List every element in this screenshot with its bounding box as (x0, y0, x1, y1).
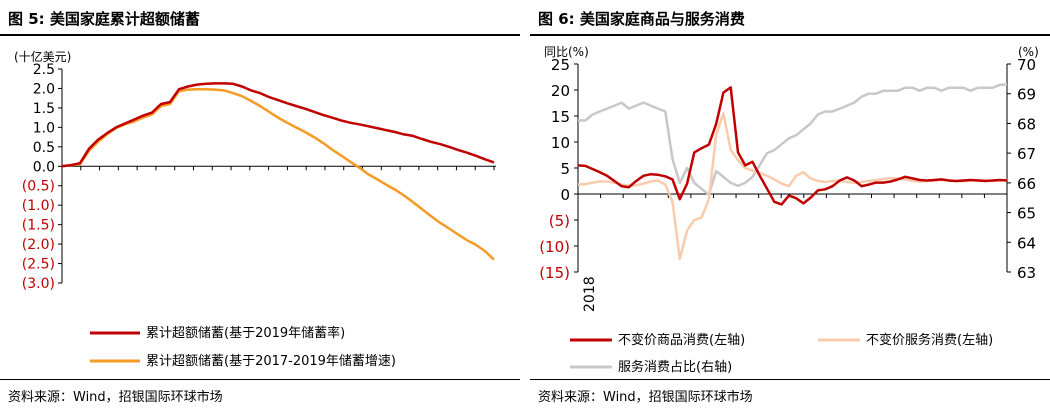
series-line (61, 82, 495, 168)
y-axis-label-left: 同比(%) (544, 45, 589, 59)
y-tick-label: 1.0 (33, 120, 55, 136)
y-tick-label-left: 0 (560, 186, 570, 204)
y-tick-label: 2.5 (33, 62, 55, 78)
y-tick-label: (2.0) (22, 237, 55, 253)
y-tick-label-right: 70 (1017, 56, 1036, 74)
y-tick-label-left: (5) (549, 212, 570, 230)
source-rule (0, 379, 520, 380)
legend-label: 服务消费占比(右轴) (618, 359, 732, 375)
y-tick-label-left: 20 (551, 82, 570, 100)
source-note: 资料来源：Wind，招银国际环球市场 (538, 390, 753, 405)
y-tick-label: 0.5 (33, 140, 55, 156)
y-axis-label: (十亿美元) (14, 49, 71, 64)
y-tick-label: 1.5 (33, 101, 55, 117)
y-tick-label-right: 66 (1017, 175, 1036, 193)
y-tick-label: 2.0 (33, 81, 55, 97)
y-tick-label: (3.0) (22, 276, 55, 292)
consumption-chart: 同比(%) (%) 25 20 15 10 5 0 (5) (10) (15) 70 69 68 67 66 6… (539, 45, 1039, 375)
y-tick-label: (1.0) (22, 198, 55, 214)
legend-label: 不变价商品消费(左轴) (618, 332, 745, 348)
y-tick-label-left: 25 (551, 56, 570, 74)
x-tick-label: 2018 (582, 276, 598, 312)
y-axis-label-right: (%) (1018, 45, 1039, 59)
savings-chart: (十亿美元)2.5 2.0 1.5 1.0 0.5 0.0 (0.5) (1.0) (1.5) (… (14, 49, 496, 369)
y-tick-label-left: 5 (560, 160, 570, 178)
title-rule (0, 34, 520, 36)
y-tick-label: (2.5) (22, 257, 55, 273)
y-tick-label-right: 69 (1017, 86, 1036, 104)
chart-panel-right: 图 6: 美国家庭商品与服务消费 同比(%) (%) 25 20 15 10 5 0 (5) (1… (530, 0, 1050, 415)
y-tick-label-right: 65 (1017, 205, 1036, 223)
legend-label: 累计超额储蓄(基于2019年储蓄率) (146, 325, 345, 341)
y-tick-label: (0.5) (22, 179, 55, 195)
chart-title: 图 5: 美国家庭累计超额储蓄 (8, 10, 200, 28)
chart-title: 图 6: 美国家庭商品与服务消费 (538, 10, 745, 28)
series-line (577, 112, 1008, 261)
y-tick-label: 0.0 (33, 159, 55, 175)
y-tick-label-left: (10) (539, 238, 570, 256)
y-tick-label-right: 67 (1017, 145, 1036, 163)
source-note: 资料来源：Wind，招银国际环球市场 (8, 390, 223, 405)
chart-panel-left: 图 5: 美国家庭累计超额储蓄 (十亿美元) 2.5 2.0 1.5 1.0 0.5 0.0… (0, 0, 520, 415)
y-tick-label-left: 15 (551, 108, 570, 126)
y-tick-label-left: (15) (539, 264, 570, 282)
y-tick-label-right: 64 (1017, 234, 1036, 252)
y-tick-label-right: 68 (1017, 115, 1036, 133)
title-rule (530, 34, 1050, 36)
y-tick-label-left: 10 (551, 134, 570, 152)
y-tick-label: (1.5) (22, 218, 55, 234)
series-line (578, 83, 1007, 196)
legend-label: 不变价服务消费(左轴) (866, 332, 993, 348)
y-tick-label-right: 63 (1017, 264, 1036, 282)
legend-label: 累计超额储蓄(基于2017-2019年储蓄增速) (146, 354, 396, 369)
series-line (61, 87, 495, 261)
source-rule (530, 379, 1050, 380)
series-line (577, 86, 1008, 206)
